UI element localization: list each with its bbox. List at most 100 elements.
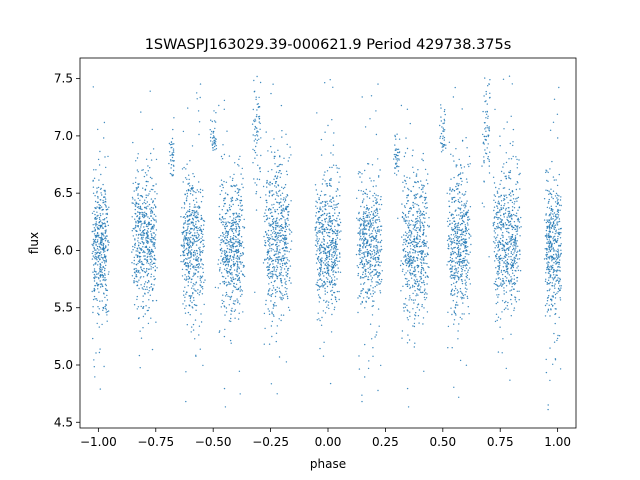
- data-point: [276, 290, 278, 293]
- data-point: [270, 250, 272, 252]
- data-point: [415, 197, 417, 199]
- data-point: [464, 270, 466, 272]
- data-point: [196, 259, 199, 261]
- data-point: [450, 234, 452, 236]
- data-point: [372, 216, 375, 219]
- data-point: [94, 241, 96, 243]
- data-point: [451, 266, 453, 268]
- data-point: [460, 265, 462, 267]
- data-point: [378, 272, 381, 274]
- data-point: [290, 248, 292, 250]
- data-point: [457, 200, 460, 203]
- data-point: [465, 137, 467, 139]
- data-point: [464, 238, 467, 241]
- data-point: [132, 182, 134, 185]
- data-point: [514, 249, 516, 251]
- data-point: [103, 254, 106, 256]
- data-point: [461, 282, 464, 285]
- data-point: [379, 234, 382, 236]
- data-point: [194, 232, 196, 234]
- data-point: [189, 223, 191, 225]
- data-point: [330, 249, 332, 251]
- data-point: [275, 222, 277, 224]
- data-point: [509, 199, 511, 202]
- data-point: [357, 311, 359, 314]
- data-point: [363, 206, 365, 208]
- data-point: [100, 232, 103, 234]
- data-point: [511, 201, 514, 204]
- data-point: [139, 261, 141, 263]
- data-point: [318, 288, 320, 291]
- data-point: [103, 278, 105, 281]
- data-point: [362, 232, 364, 234]
- data-point: [495, 313, 498, 315]
- data-point: [334, 265, 337, 267]
- data-point: [359, 263, 361, 266]
- data-point: [411, 155, 414, 157]
- data-point: [457, 270, 459, 273]
- data-point: [404, 259, 407, 261]
- data-point: [103, 137, 105, 139]
- data-point: [358, 189, 360, 192]
- data-point: [154, 262, 156, 264]
- data-point: [338, 231, 341, 233]
- data-point: [364, 256, 366, 258]
- data-point: [282, 255, 285, 257]
- data-point: [497, 245, 500, 248]
- data-point: [318, 197, 320, 199]
- data-point: [151, 210, 154, 213]
- data-point: [378, 176, 380, 178]
- data-point: [519, 253, 521, 256]
- data-point: [236, 245, 238, 247]
- data-point: [104, 296, 106, 299]
- data-point: [413, 302, 415, 304]
- data-point: [512, 238, 515, 240]
- data-point: [197, 110, 200, 112]
- data-point: [502, 279, 504, 282]
- data-point: [199, 275, 202, 277]
- data-point: [369, 236, 371, 239]
- data-point: [373, 274, 375, 277]
- data-point: [414, 229, 416, 231]
- data-point: [401, 211, 404, 214]
- data-point: [134, 242, 137, 245]
- data-point: [234, 190, 236, 193]
- data-point: [325, 253, 327, 255]
- data-point: [220, 235, 222, 237]
- data-point: [273, 287, 275, 289]
- data-point: [378, 229, 381, 231]
- data-point: [193, 239, 196, 241]
- data-point: [153, 226, 155, 228]
- data-point: [323, 299, 325, 302]
- data-point: [467, 209, 470, 211]
- data-point: [368, 197, 371, 199]
- data-point: [320, 154, 323, 156]
- data-point: [94, 200, 97, 203]
- data-point: [136, 247, 138, 249]
- data-point: [99, 252, 101, 255]
- data-point: [230, 342, 232, 344]
- data-point: [371, 338, 373, 340]
- data-point: [415, 244, 417, 246]
- data-point: [143, 214, 146, 217]
- data-point: [202, 233, 204, 236]
- data-point: [373, 204, 375, 207]
- data-point: [464, 226, 467, 228]
- data-point: [408, 262, 410, 264]
- data-point: [453, 294, 455, 296]
- data-point: [319, 274, 322, 276]
- data-point: [241, 209, 244, 211]
- data-point: [100, 220, 102, 222]
- data-point: [145, 158, 148, 160]
- data-point: [279, 163, 282, 166]
- data-point: [275, 260, 277, 263]
- data-point: [322, 214, 324, 216]
- data-point: [453, 190, 456, 192]
- data-point: [336, 203, 338, 205]
- data-point: [191, 145, 194, 147]
- data-point: [416, 217, 418, 220]
- data-point: [356, 244, 359, 246]
- data-point: [460, 239, 462, 241]
- data-point: [375, 252, 378, 255]
- data-point: [448, 235, 450, 237]
